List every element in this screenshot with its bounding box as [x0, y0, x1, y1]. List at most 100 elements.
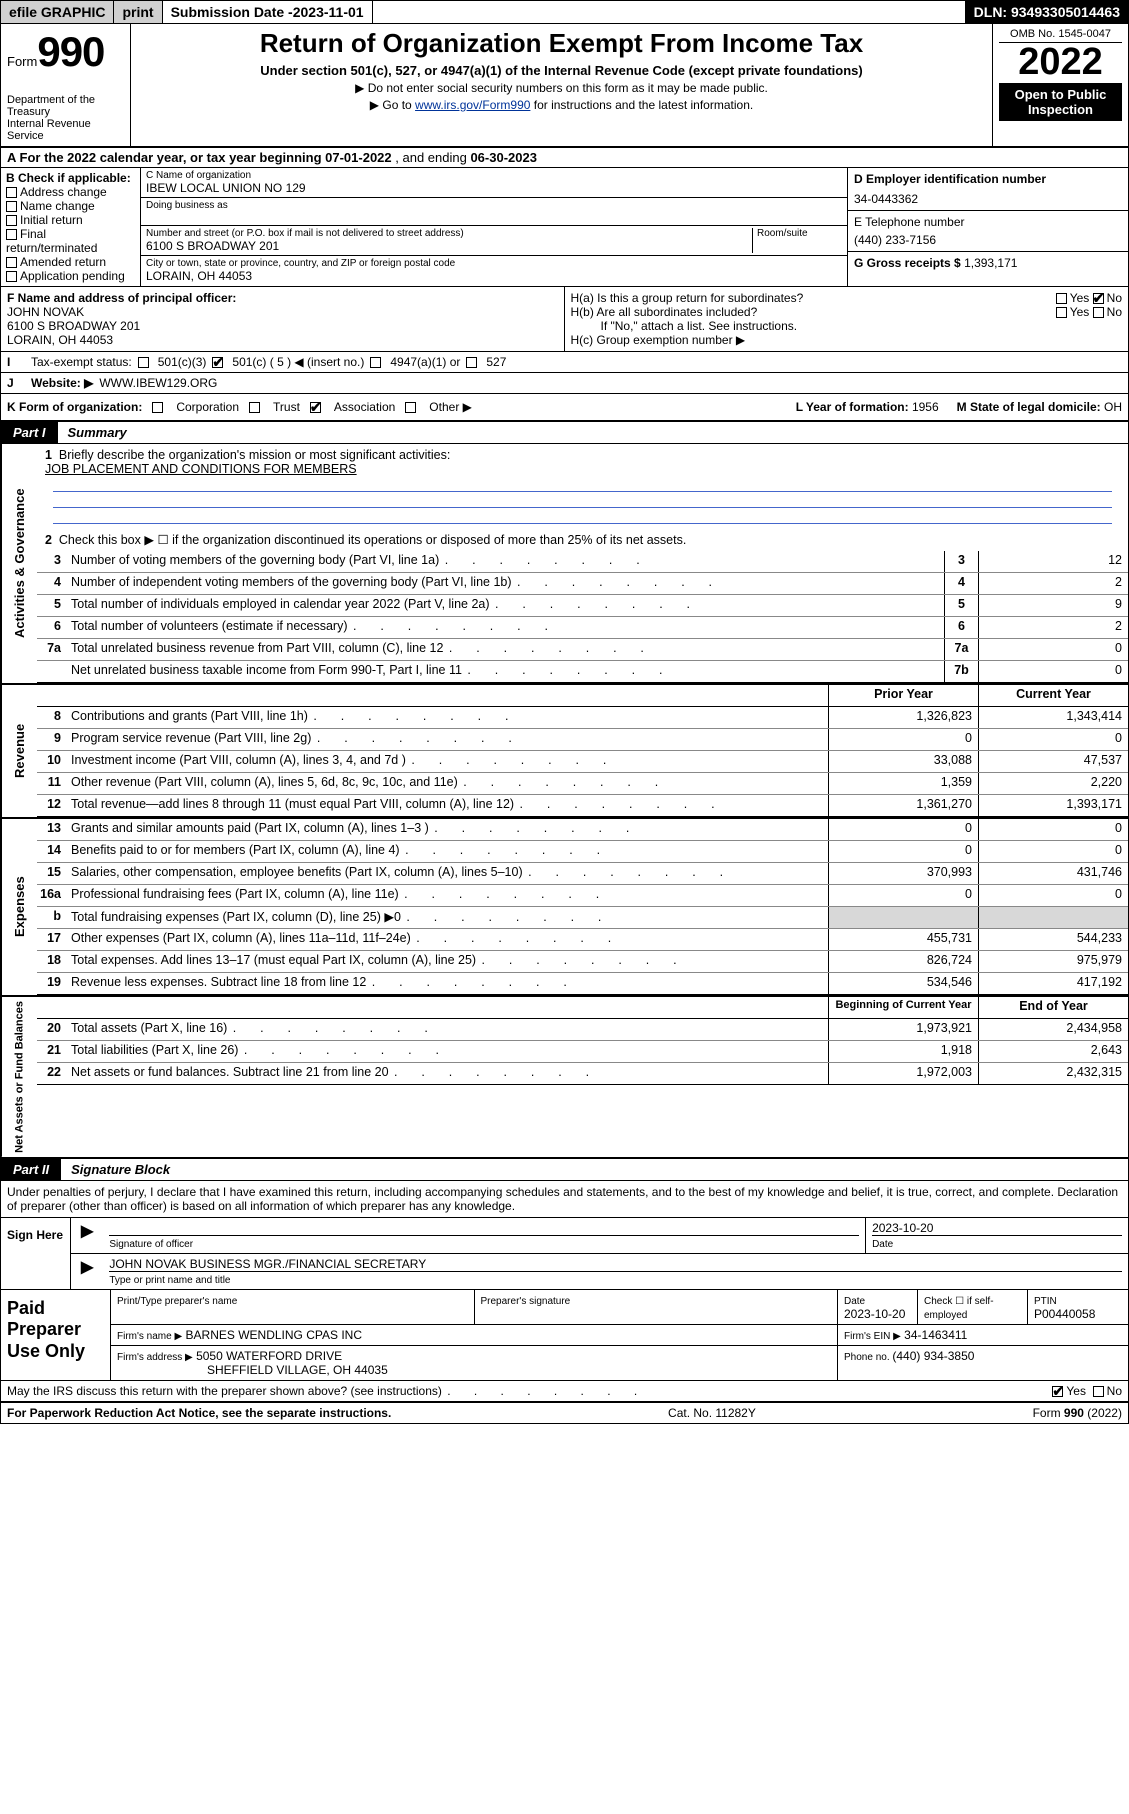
chk-address[interactable] — [6, 187, 17, 198]
chk-4947[interactable] — [370, 357, 381, 368]
discuss-yes-l: Yes — [1066, 1384, 1086, 1398]
hc-label: H(c) Group exemption number ▶ — [571, 333, 1123, 347]
chk-527[interactable] — [466, 357, 477, 368]
l-corp: Corporation — [176, 400, 239, 414]
hb-yes[interactable] — [1056, 307, 1067, 318]
checkif-column: B Check if applicable: Address change Na… — [1, 168, 141, 286]
chk-trust[interactable] — [249, 402, 260, 413]
ul3 — [53, 508, 1112, 524]
irs-link[interactable]: www.irs.gov/Form990 — [415, 98, 530, 112]
dba-label: Doing business as — [146, 200, 842, 211]
q1: Briefly describe the organization's miss… — [59, 448, 450, 462]
chk-initial[interactable] — [6, 215, 17, 226]
form-word: Form — [7, 54, 37, 69]
submission-date-label: Submission Date - — [171, 4, 293, 20]
exp-section: Expenses 13Grants and similar amounts pa… — [0, 819, 1129, 997]
ha-no-l: No — [1107, 291, 1122, 305]
hb-yes-l: Yes — [1070, 305, 1090, 319]
chk-corp[interactable] — [152, 402, 163, 413]
firmein: 34-1463411 — [904, 1328, 967, 1342]
chk-name[interactable] — [6, 201, 17, 212]
net-hdr: Beginning of Current Year End of Year — [37, 997, 1128, 1019]
phone-label: E Telephone number — [854, 215, 1122, 229]
hb-no[interactable] — [1093, 307, 1104, 318]
footer-mid: Cat. No. 11282Y — [668, 1406, 756, 1420]
website-row: J Website: ▶ WWW.IBEW129.ORG — [0, 373, 1129, 394]
sig-date-label: Date — [872, 1239, 893, 1250]
opt-name: Name change — [20, 199, 95, 213]
prep-date: 2023-10-20 — [844, 1307, 905, 1321]
rev-body: b Prior Year Current Year 8Contributions… — [37, 685, 1128, 817]
discuss-yes[interactable] — [1052, 1386, 1063, 1397]
website-label: Website: ▶ — [31, 376, 93, 390]
department: Department of the Treasury Internal Reve… — [7, 94, 124, 142]
part1-tag: Part I — [1, 422, 58, 443]
period-line: A For the 2022 calendar year, or tax yea… — [0, 148, 1129, 168]
l-501c: 501(c) ( 5 ) ◀ (insert no.) — [232, 355, 364, 369]
summary-line: 21Total liabilities (Part X, line 26)1,9… — [37, 1041, 1128, 1063]
vtab-net: Net Assets or Fund Balances — [1, 997, 37, 1157]
group-return-block: H(a) Is this a group return for subordin… — [565, 287, 1129, 351]
chk-assoc[interactable] — [310, 402, 321, 413]
net-section: Net Assets or Fund Balances Beginning of… — [0, 997, 1129, 1159]
chk-501c[interactable] — [212, 357, 223, 368]
hb-no-l: No — [1107, 305, 1122, 319]
q1a: JOB PLACEMENT AND CONDITIONS FOR MEMBERS — [45, 462, 357, 476]
summary-line: 14Benefits paid to or for members (Part … — [37, 841, 1128, 863]
prior-year-hdr: Prior Year — [828, 685, 978, 706]
ha-no[interactable] — [1093, 293, 1104, 304]
part2-header: Part II Signature Block — [0, 1159, 1129, 1181]
dln: DLN: 93493305014463 — [966, 1, 1128, 23]
period-end: 06-30-2023 — [470, 150, 537, 165]
summary-line: 8Contributions and grants (Part VIII, li… — [37, 707, 1128, 729]
sig-name-label: Type or print name and title — [109, 1275, 230, 1286]
part1-title: Summary — [58, 422, 137, 443]
website-url: WWW.IBEW129.ORG — [99, 376, 217, 390]
city-label: City or town, state or province, country… — [146, 258, 842, 269]
chk-final[interactable] — [6, 229, 17, 240]
sign-here: Sign Here — [1, 1218, 71, 1289]
opt-address: Address change — [20, 185, 107, 199]
discuss-no[interactable] — [1093, 1386, 1104, 1397]
form-header: Form990 Department of the Treasury Inter… — [0, 24, 1129, 148]
chk-other[interactable] — [405, 402, 416, 413]
prep-h4: Check ☐ if self-employed — [924, 1296, 994, 1321]
gov-line: Net unrelated business taxable income fr… — [37, 661, 1128, 683]
ein-label: D Employer identification number — [854, 172, 1122, 186]
chk-pending[interactable] — [6, 271, 17, 282]
print-button[interactable]: print — [114, 1, 162, 23]
chk-amended[interactable] — [6, 257, 17, 268]
summary-line: 20Total assets (Part X, line 16)1,973,92… — [37, 1019, 1128, 1041]
c-label: C Name of organization — [146, 170, 842, 181]
l-trust: Trust — [273, 400, 300, 414]
form-title: Return of Organization Exempt From Incom… — [137, 28, 986, 59]
m-label: M State of legal domicile: — [957, 400, 1104, 414]
vtab-gov: Activities & Governance — [1, 444, 37, 683]
summary-line: 13Grants and similar amounts paid (Part … — [37, 819, 1128, 841]
ein-value: 34-0443362 — [854, 192, 1122, 206]
phone-value: (440) 233-7156 — [854, 233, 1122, 247]
tax-status-row: I Tax-exempt status: 501(c)(3) 501(c) ( … — [0, 352, 1129, 373]
summary-line: 19Revenue less expenses. Subtract line 1… — [37, 973, 1128, 995]
gov-body: 1 Briefly describe the organization's mi… — [37, 444, 1128, 683]
q2: Check this box ▶ ☐ if the organization d… — [59, 533, 686, 547]
firmname-l: Firm's name ▶ — [117, 1331, 182, 1342]
vtab-exp: Expenses — [1, 819, 37, 995]
chk-501c3[interactable] — [138, 357, 149, 368]
l-assoc: Association — [334, 400, 395, 414]
preparer-block: Paid Preparer Use Only Print/Type prepar… — [0, 1290, 1129, 1381]
goto-pre: ▶ Go to — [370, 98, 415, 112]
footer-right: Form 990 (2022) — [1033, 1406, 1122, 1420]
period-a: A For the 2022 calendar year, or tax yea… — [7, 150, 325, 165]
ha-yes[interactable] — [1056, 293, 1067, 304]
f-label: F Name and address of principal officer: — [7, 291, 236, 305]
year-box: OMB No. 1545-0047 2022 Open to Public In… — [993, 24, 1128, 146]
summary-line: bTotal fundraising expenses (Part IX, co… — [37, 907, 1128, 929]
ha-label: H(a) Is this a group return for subordin… — [571, 291, 804, 305]
rev-section: Revenue b Prior Year Current Year 8Contr… — [0, 685, 1129, 819]
signature-block: Under penalties of perjury, I declare th… — [0, 1181, 1129, 1290]
efile-graphic-button[interactable]: efile GRAPHIC — [1, 1, 114, 23]
gov-line: 6Total number of volunteers (estimate if… — [37, 617, 1128, 639]
vtab-rev: Revenue — [1, 685, 37, 817]
discuss-q: May the IRS discuss this return with the… — [7, 1384, 639, 1398]
